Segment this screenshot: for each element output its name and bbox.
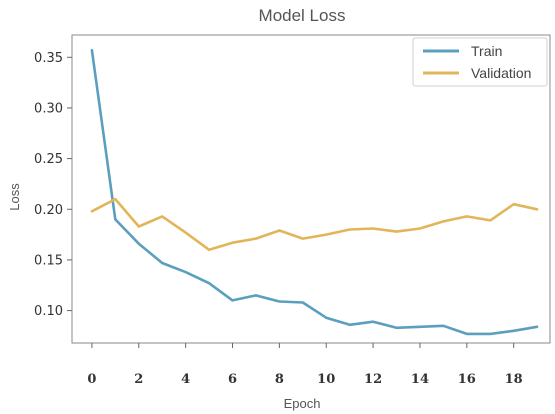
x-tick-label: 14: [411, 372, 429, 387]
x-axis-ticks: 0 2 4 6 8 10 12 14 16 18: [87, 343, 523, 387]
plot-frame: [71, 34, 551, 344]
series-line-validation: [90, 197, 539, 252]
y-tick-label: 0.25: [34, 152, 63, 167]
x-tick-label: 4: [181, 372, 190, 387]
x-tick-label: 8: [275, 372, 284, 387]
y-tick-label: 0.30: [34, 101, 63, 116]
y-axis-label: Loss: [7, 183, 22, 211]
x-tick-label: 0: [87, 372, 96, 387]
x-tick-label: 6: [228, 372, 237, 387]
series-lines: [90, 48, 539, 336]
y-tick-label: 0.10: [34, 304, 63, 319]
y-tick-label: 0.15: [34, 253, 63, 268]
series-line-train: [90, 48, 539, 336]
x-axis-label: Epoch: [284, 396, 321, 411]
x-tick-label: 12: [364, 372, 382, 387]
x-tick-label: 16: [458, 372, 476, 387]
x-tick-label: 2: [134, 372, 143, 387]
legend-label-train: Train: [471, 43, 502, 59]
legend-label-validation: Validation: [471, 65, 531, 81]
x-tick-label: 18: [505, 372, 523, 387]
chart-title: Model Loss: [259, 6, 346, 25]
y-axis-ticks: 0.10 0.15 0.20 0.25 0.30 0.35: [34, 51, 72, 319]
y-tick-label: 0.20: [34, 203, 63, 218]
legend: Train Validation: [412, 37, 548, 87]
x-tick-label: 10: [317, 372, 335, 387]
y-tick-label: 0.35: [34, 51, 63, 66]
